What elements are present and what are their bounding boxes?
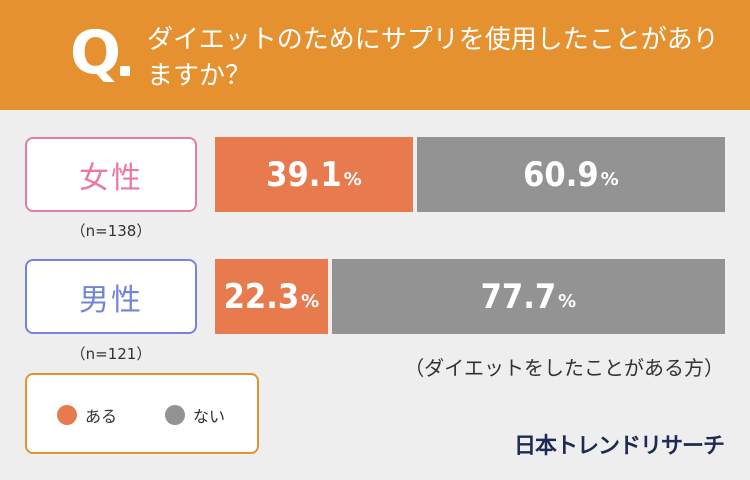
bar-female-no: 60.9% (416, 137, 725, 212)
legend-dot-no (165, 405, 185, 425)
bar-female-yes: 39.1% (215, 137, 413, 212)
group-label-male: 男性 (25, 259, 197, 334)
question-header: Q ダイエットのためにサプリを使用したことがありますか？ (0, 0, 750, 110)
sample-size-male: （n=121） (70, 345, 152, 363)
legend-item-yes: ある (57, 403, 117, 427)
group-label-female: 女性 (25, 137, 197, 212)
q-dot (120, 66, 130, 76)
brand-logo: 日本トレンドリサーチ (513, 434, 725, 459)
bar-unit-label: % (558, 291, 577, 312)
legend-label-yes: ある (85, 407, 118, 426)
bar-value-label: 22.3 (223, 276, 300, 317)
question-text: ダイエットのためにサプリを使用したことがありますか？ (147, 25, 719, 91)
legend-label-no: ない (193, 407, 226, 426)
respondent-note: （ダイエットをしたことがある方） (404, 356, 724, 380)
bar-unit-label: % (600, 169, 619, 190)
bar-unit-label: % (301, 291, 320, 312)
sample-size-female: （n=138） (70, 222, 152, 240)
bar-male-no: 77.7% (331, 259, 725, 334)
bar-value-label: 77.7 (480, 276, 557, 317)
legend-dot-yes (57, 405, 77, 425)
bar-unit-label: % (343, 169, 362, 190)
bar-male-yes: 22.3% (215, 259, 328, 334)
bar-value-label: 39.1 (266, 154, 342, 195)
bar-value-label: 60.9 (523, 154, 599, 195)
legend: ある ない (25, 373, 259, 454)
q-mark: Q (70, 18, 122, 88)
legend-item-no: ない (165, 403, 225, 427)
